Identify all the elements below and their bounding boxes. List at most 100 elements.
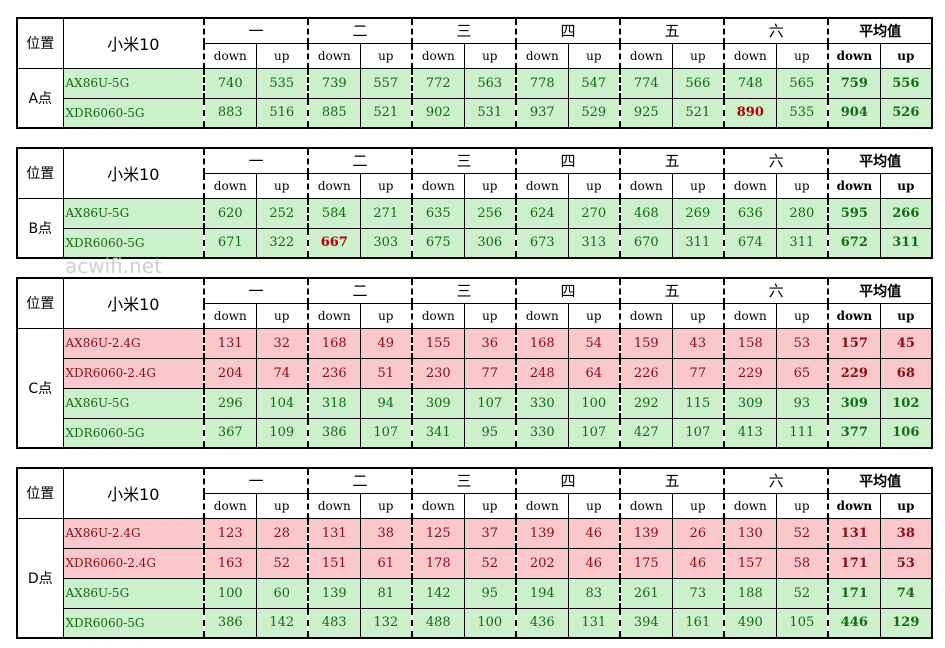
up-value: 81: [359, 577, 413, 609]
up-header: up: [775, 172, 829, 199]
up-value: 111: [775, 417, 829, 449]
down-value: 772: [411, 67, 465, 99]
up-value: 52: [255, 547, 309, 579]
up-value: 100: [463, 607, 517, 639]
up-value: 77: [463, 357, 517, 389]
down-header: down: [515, 492, 569, 519]
down-value: 883: [203, 97, 257, 129]
up-value: 280: [775, 197, 829, 229]
up-value: 52: [775, 517, 829, 549]
table-row: C点 AX86U-2.4G 131 32 168 49 155 36 168 54 159 43 158…: [16, 327, 933, 449]
up-header: up: [463, 172, 517, 199]
down-header: down: [307, 42, 361, 69]
down-header: down: [203, 302, 257, 329]
device-name: XDR6060-5G: [62, 97, 205, 129]
test-block-2: 位置 小米10 一二三四五六平均值 down up down up down up down up d…: [16, 147, 934, 259]
up-header: up: [255, 302, 309, 329]
up-value: 38: [359, 517, 413, 549]
average-down-value: 759: [827, 67, 881, 99]
day-header: 二: [307, 277, 413, 304]
up-header: up: [359, 42, 413, 69]
up-value: 521: [359, 97, 413, 129]
average-up-value: 266: [879, 197, 933, 229]
down-value: 890: [723, 97, 777, 129]
down-header: down: [723, 492, 777, 519]
down-value: 394: [619, 607, 673, 639]
header-row-direction: down up down up down up down up down up down up down…: [17, 492, 933, 519]
down-value: 675: [411, 227, 465, 259]
day-header: 三: [411, 17, 517, 44]
up-value: 565: [775, 67, 829, 99]
up-header: up: [671, 492, 725, 519]
up-value: 26: [671, 517, 725, 549]
test-block-3: 位置 小米10 一二三四五六平均值 down up down up down up down up d…: [16, 277, 934, 449]
down-value: 427: [619, 417, 673, 449]
day-header: 二: [307, 147, 413, 174]
up-value: 61: [359, 547, 413, 579]
up-value: 557: [359, 67, 413, 99]
day-header: 一: [202, 17, 309, 44]
up-value: 43: [671, 327, 725, 359]
device-name: XDR6060-2.4G: [62, 357, 205, 389]
average-down-value: 309: [827, 387, 881, 419]
up-value: 161: [671, 607, 725, 639]
down-value: 636: [723, 197, 777, 229]
up-header: up: [255, 492, 309, 519]
down-value: 739: [307, 67, 361, 99]
down-value: 309: [411, 387, 465, 419]
up-value: 64: [567, 357, 621, 389]
down-value: 204: [203, 357, 257, 389]
down-header: down: [307, 172, 361, 199]
average-down-value: 595: [827, 197, 881, 229]
day-header: 六: [723, 467, 829, 494]
up-value: 109: [255, 417, 309, 449]
down-value: 151: [307, 547, 361, 579]
position-header: 位置: [16, 277, 64, 329]
table-row: XDR6060-5G 386 142 483 132 488 100 436 131 394 161…: [17, 607, 933, 639]
up-value: 303: [359, 227, 413, 259]
down-value: 774: [619, 67, 673, 99]
down-header: down: [723, 302, 777, 329]
day-header: 六: [723, 147, 829, 174]
up-value: 516: [255, 97, 309, 129]
down-value: 937: [515, 97, 569, 129]
down-value: 159: [619, 327, 673, 359]
up-value: 83: [567, 577, 621, 609]
test-block-4: 位置 小米10 一二三四五六平均值 down up down up down up down up d…: [16, 467, 934, 639]
down-value: 230: [411, 357, 465, 389]
down-value: 248: [515, 357, 569, 389]
down-header: down: [723, 172, 777, 199]
down-value: 130: [723, 517, 777, 549]
down-value: 318: [307, 387, 361, 419]
header-row-direction: down up down up down up down up down up down up down…: [17, 172, 933, 199]
average-header: 平均值: [827, 147, 933, 174]
down-value: 667: [307, 227, 361, 259]
up-value: 46: [671, 547, 725, 579]
up-value: 46: [567, 517, 621, 549]
up-value: 270: [567, 197, 621, 229]
up-value: 54: [567, 327, 621, 359]
down-value: 488: [411, 607, 465, 639]
up-value: 269: [671, 197, 725, 229]
average-up-value: 556: [879, 67, 933, 99]
phone-header: 小米10: [62, 467, 205, 519]
up-value: 563: [463, 67, 517, 99]
up-header: up: [775, 42, 829, 69]
down-header: down: [515, 42, 569, 69]
up-header: up: [255, 172, 309, 199]
up-value: 142: [255, 607, 309, 639]
day-header: 五: [619, 467, 725, 494]
down-value: 468: [619, 197, 673, 229]
position-label: D点: [16, 517, 64, 639]
day-header: 四: [515, 17, 621, 44]
day-header: 三: [411, 277, 517, 304]
down-header: down: [723, 42, 777, 69]
header-row-days: 位置 小米10 一二三四五六平均值: [16, 467, 933, 519]
up-header: up: [463, 42, 517, 69]
down-value: 236: [307, 357, 361, 389]
day-header: 五: [619, 277, 725, 304]
down-value: 157: [723, 547, 777, 579]
down-header: down: [411, 302, 465, 329]
day-header: 六: [723, 277, 829, 304]
up-value: 28: [255, 517, 309, 549]
